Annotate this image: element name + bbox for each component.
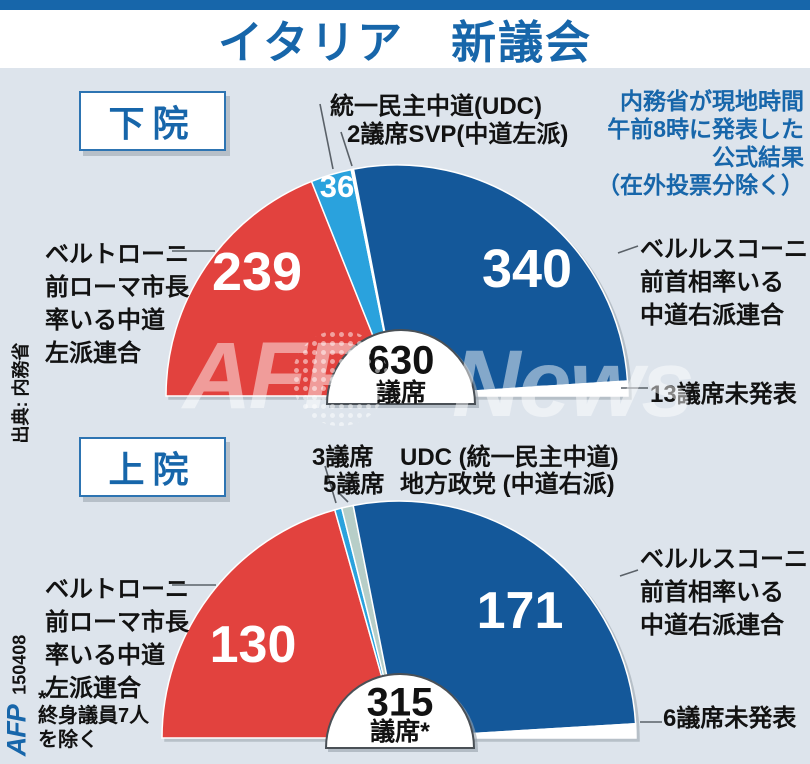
upper-udc-seats-label: 3議席 bbox=[312, 444, 374, 471]
source-note: 出典: 内務省 bbox=[11, 342, 31, 444]
upper-house-label-box: 上院 bbox=[79, 437, 226, 497]
footnote-line: 終身議員7人 bbox=[38, 705, 150, 727]
upper-right-coalition-label: ベルルスコーニ 前首相率いる 中道右派連合 bbox=[640, 543, 808, 642]
upper-undeclared-label: 6議席未発表 bbox=[663, 705, 797, 732]
upper-regional-label: 地方政党 (中道右派) bbox=[400, 471, 615, 498]
upper-house-label: 上院 bbox=[108, 449, 197, 490]
label-line: 左派連合 bbox=[45, 675, 141, 702]
lower-left-seats-value: 239 bbox=[211, 242, 303, 302]
lower-house-label-box: 下院 bbox=[79, 91, 226, 151]
upper-regional-seats-label: 5議席 bbox=[323, 471, 385, 498]
label-line: 前ローマ市長 bbox=[45, 609, 189, 636]
lower-house-label: 下院 bbox=[108, 103, 197, 144]
label-line: 率いる中道 bbox=[45, 307, 165, 334]
page-title: イタリア 新議会 bbox=[217, 17, 593, 68]
label-line: ベルトローニ bbox=[45, 241, 189, 268]
note-line: （在外投票分除く） bbox=[597, 172, 804, 198]
note-line: 公式結果 bbox=[712, 144, 804, 170]
upper-left-coalition-label: ベルトローニ 前ローマ市長 率いる中道 左派連合 bbox=[45, 573, 189, 705]
lower-undeclared-label: 13議席未発表 bbox=[650, 381, 797, 408]
lower-total-unit: 議席 bbox=[375, 379, 427, 407]
lower-right-seats-value: 340 bbox=[481, 239, 573, 299]
footnote: 終身議員7人 を除く bbox=[38, 704, 149, 752]
label-line: ベルルスコーニ bbox=[640, 546, 808, 573]
footnote-line: を除く bbox=[38, 729, 98, 751]
label-line: 左派連合 bbox=[45, 340, 141, 367]
lower-svp-label: 2議席SVP(中道左派) bbox=[347, 121, 569, 148]
top-bar bbox=[0, 0, 810, 10]
label-line: 前ローマ市長 bbox=[45, 274, 189, 301]
lower-right-coalition-label: ベルルスコーニ 前首相率いる 中道右派連合 bbox=[640, 233, 808, 332]
official-result-note: 内務省が現地時間 午前8時に発表した 公式結果 （在外投票分除く） bbox=[597, 87, 804, 199]
lower-udc-seats-value: 36 bbox=[319, 169, 355, 204]
note-line: 内務省が現地時間 bbox=[620, 88, 804, 114]
label-line: 前首相率いる bbox=[640, 579, 784, 606]
note-line: 午前8時に発表した bbox=[607, 116, 804, 142]
afp-logo: AFP bbox=[1, 705, 32, 757]
upper-udc-label: UDC (統一民主中道) bbox=[400, 444, 619, 471]
upper-left-seats-value: 130 bbox=[209, 616, 297, 674]
label-line: 前首相率いる bbox=[640, 269, 784, 296]
label-line: ベルルスコーニ bbox=[640, 236, 808, 263]
label-line: ベルトローニ bbox=[45, 576, 189, 603]
upper-total-unit: 議席* bbox=[370, 718, 430, 746]
lower-left-coalition-label: ベルトローニ 前ローマ市長 率いる中道 左派連合 bbox=[45, 238, 189, 370]
label-line: 中道右派連合 bbox=[640, 302, 784, 329]
agency-credit: AFP 150408 bbox=[2, 621, 33, 764]
label-line: 率いる中道 bbox=[45, 642, 165, 669]
lower-udc-label: 統一民主中道(UDC) bbox=[330, 93, 542, 120]
upper-right-seats-value: 171 bbox=[476, 582, 564, 640]
footnote-mark: * bbox=[38, 686, 47, 711]
label-line: 中道右派連合 bbox=[640, 612, 784, 639]
credit-date-code: 150408 bbox=[9, 634, 30, 695]
